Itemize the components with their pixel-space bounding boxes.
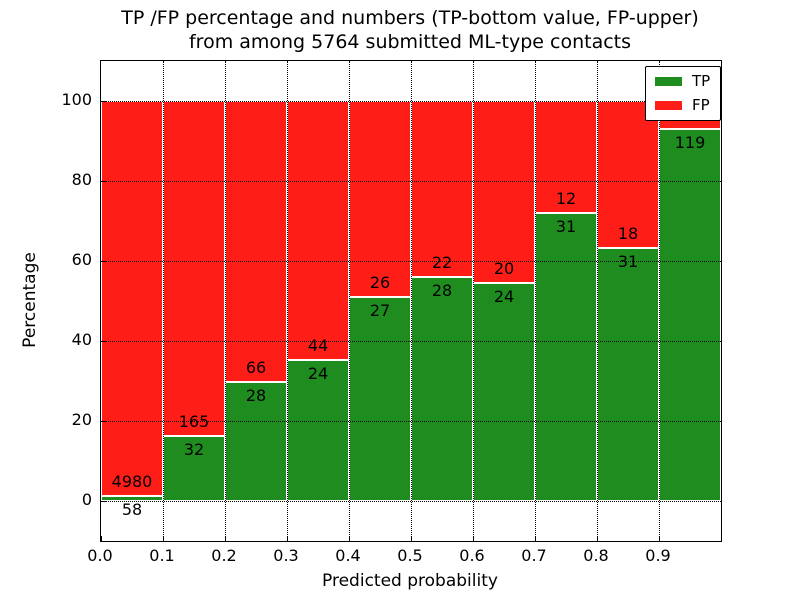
gridline-vertical [535,61,536,541]
legend-item-fp: FP [655,98,710,113]
bar-label-fp: 44 [307,335,329,355]
bar-segment-tp [535,212,597,501]
y-tick-label: 20 [71,410,92,429]
bar-label-fp: 12 [555,188,577,208]
gridline-vertical [597,61,598,541]
chart-title-line1: TP /FP percentage and numbers (TP-bottom… [121,7,699,29]
bar-label-tp: 119 [674,133,706,153]
bar-label-fp: 18 [617,223,639,243]
bar-segment-fp [411,101,473,277]
bar-label-fp: 165 [178,412,210,432]
y-tick-label: 80 [71,170,92,189]
gridline-vertical [411,61,412,541]
x-tick-label: 0.8 [583,546,609,565]
legend-swatch-tp-icon [655,77,682,86]
y-tick-label: 60 [71,250,92,269]
y-axis-label: Percentage [20,252,40,348]
bar-segment-tp [659,129,721,501]
gridline-vertical [163,61,164,541]
y-tick-mark [101,341,106,342]
y-tick-mark [101,501,106,502]
legend-label-tp: TP [692,72,711,90]
bar-label-tp: 58 [121,500,143,520]
bar-label-tp: 28 [245,385,267,405]
y-tick-mark [101,181,106,182]
bar-segment-fp [535,101,597,213]
bar-label-tp: 24 [493,286,515,306]
x-tick-mark [411,536,412,541]
bar-segment-tp [225,381,287,501]
chart-title: TP /FP percentage and numbers (TP-bottom… [100,6,720,54]
x-tick-mark [473,536,474,541]
x-tick-label: 0.4 [335,546,361,565]
bar-segment-tp [349,297,411,501]
gridline-vertical [225,61,226,541]
bar-segment-tp [597,247,659,501]
bar-segment-fp [473,101,535,283]
bar-segment-fp [597,101,659,248]
legend-item-tp: TP [655,74,710,89]
legend-swatch-fp-icon [655,101,682,110]
x-tick-label: 0.2 [211,546,237,565]
gridline-vertical [287,61,288,541]
x-tick-label: 0.9 [645,546,671,565]
bar-segment-tp [287,359,349,501]
bar-label-tp: 31 [555,216,577,236]
bar-label-fp: 22 [431,253,453,272]
y-tick-mark [101,421,106,422]
x-tick-mark [535,536,536,541]
x-tick-mark [349,536,350,541]
y-tick-mark [101,261,106,262]
bar-segment-fp [349,101,411,298]
x-tick-mark [101,536,102,541]
bar-segment-fp [101,101,163,497]
y-tick-label: 0 [81,490,92,509]
bar-segment-tp [101,496,163,501]
x-tick-label: 0.5 [397,546,423,565]
chart-title-line2: from among 5764 submitted ML-type contac… [188,31,632,53]
x-tick-label: 0.7 [521,546,547,565]
bar-label-fp: 66 [245,357,267,377]
x-tick-label: 0.6 [459,546,485,565]
x-tick-mark [659,536,660,541]
bar-segment-tp [473,282,535,501]
bar-segment-fp [287,101,349,360]
y-tick-mark [101,101,106,102]
bar-label-tp: 31 [617,251,639,271]
legend-label-fp: FP [692,96,710,114]
gridline-vertical [349,61,350,541]
bar-label-fp: 4980 [111,472,153,492]
gridline-vertical [473,61,474,541]
x-tick-mark [163,536,164,541]
y-tick-label: 100 [61,90,92,109]
x-tick-mark [225,536,226,541]
x-tick-mark [597,536,598,541]
plot-area: 4980581653266284424262722282024123118319… [100,60,722,542]
bar-segment-fp [163,101,225,437]
bar-label-tp: 28 [431,281,453,300]
x-tick-mark [287,536,288,541]
y-tick-label: 40 [71,330,92,349]
x-axis-label: Predicted probability [322,571,498,591]
x-tick-label: 0.1 [149,546,175,565]
x-tick-label: 0.0 [87,546,113,565]
bar-label-fp: 20 [493,258,515,278]
legend: TP FP [645,66,722,121]
x-tick-label: 0.3 [273,546,299,565]
bar-label-tp: 32 [183,440,205,460]
gridline-vertical [659,61,660,541]
bar-label-tp: 24 [307,363,329,383]
bar-segment-fp [225,101,287,382]
bar-label-fp: 26 [369,273,391,293]
bar-label-tp: 27 [369,301,391,321]
bar-segment-tp [411,277,473,501]
